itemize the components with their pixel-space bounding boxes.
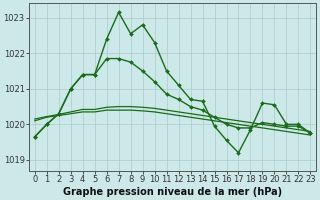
X-axis label: Graphe pression niveau de la mer (hPa): Graphe pression niveau de la mer (hPa) — [63, 187, 282, 197]
